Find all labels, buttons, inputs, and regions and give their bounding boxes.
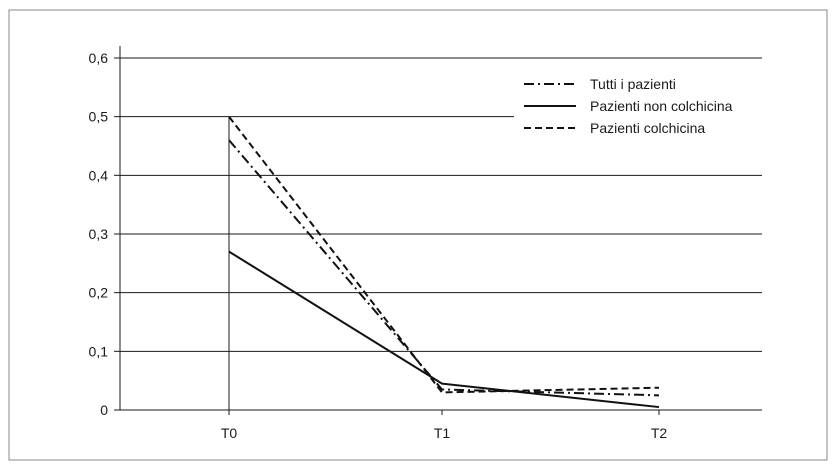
series-line-1	[228, 139, 660, 397]
y-tick-label-2: 0,2	[89, 285, 109, 301]
y-tick-label-1: 0,1	[89, 343, 109, 359]
legend-label-2: Pazienti non colchicina	[590, 98, 733, 114]
legend-background	[514, 70, 764, 152]
x-tick-label-t2: T2	[651, 425, 668, 441]
legend-label-1: Tutti i pazienti	[590, 76, 676, 92]
axes: 0 0,1 0,2 0,3 0,4 0,5 0,6 T0 T1 T2	[89, 46, 762, 441]
x-tick-label-t0: T0	[221, 425, 238, 441]
series-line-2	[228, 250, 660, 409]
series-line-3	[228, 116, 660, 394]
figure-frame	[8, 9, 828, 461]
y-tick-label-3: 0,3	[89, 226, 109, 242]
y-tick-label-0: 0	[100, 402, 108, 418]
legend: Tutti i pazienti Pazienti non colchicina P…	[514, 70, 764, 152]
x-tick-label-t1: T1	[434, 425, 451, 441]
legend-label-3: Pazienti colchicina	[590, 120, 705, 136]
series-lines	[228, 116, 660, 409]
y-tick-label-6: 0,6	[89, 50, 109, 66]
y-tick-label-4: 0,4	[89, 167, 109, 183]
y-tick-label-5: 0,5	[89, 109, 109, 125]
